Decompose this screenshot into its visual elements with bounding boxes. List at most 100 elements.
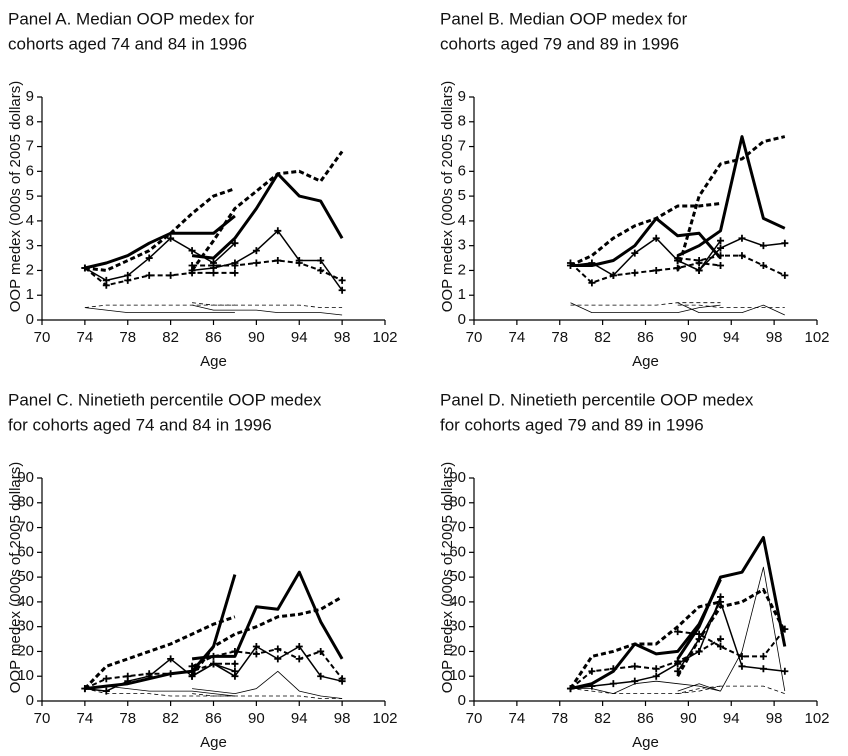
series-line	[191, 645, 343, 682]
plus-marker	[695, 257, 703, 265]
plus-marker	[231, 261, 239, 269]
plus-marker	[759, 652, 767, 660]
x-tick-label: 82	[162, 329, 179, 346]
series-line	[84, 685, 235, 697]
plus-marker	[145, 254, 153, 262]
plus-marker	[781, 667, 789, 675]
x-tick-label: 78	[119, 329, 136, 346]
series-line	[192, 302, 343, 308]
plus-marker	[652, 266, 660, 274]
plus-marker	[252, 642, 260, 650]
plus-marker	[674, 667, 682, 675]
plus-marker	[274, 227, 282, 235]
series-line	[677, 566, 786, 692]
y-tick-label: 40	[17, 593, 34, 610]
x-tick-label: 90	[680, 710, 697, 727]
plus-marker	[188, 269, 196, 277]
x-tick-label: 70	[466, 710, 483, 727]
series-line	[569, 638, 721, 690]
series-line	[190, 150, 344, 272]
y-tick-label: 30	[17, 618, 34, 635]
plus-marker	[231, 269, 239, 277]
x-tick-label: 102	[372, 329, 397, 346]
series-line	[569, 262, 721, 284]
plus-marker	[145, 271, 153, 279]
panel-title: cohorts aged 74 and 84 in 1996	[8, 34, 247, 53]
y-axis-label: OOP medex (000s of 2005 dollars)	[439, 81, 456, 313]
y-tick-label: 60	[449, 543, 466, 560]
series-line	[677, 254, 786, 277]
plus-marker	[188, 247, 196, 255]
plus-marker	[102, 675, 110, 683]
plus-marker	[674, 254, 682, 262]
plus-marker	[652, 234, 660, 242]
plus-marker	[188, 662, 196, 670]
x-tick-label: 90	[248, 710, 265, 727]
plus-marker	[717, 244, 725, 252]
y-tick-label: 90	[17, 469, 34, 486]
plus-marker	[274, 655, 282, 663]
series-line	[676, 536, 787, 660]
y-tick-label: 5	[458, 187, 466, 204]
series-line	[84, 662, 235, 690]
plus-marker	[738, 234, 746, 242]
plus-marker	[210, 261, 217, 269]
plus-marker	[231, 672, 239, 680]
x-tick-label: 94	[291, 329, 308, 346]
plus-marker	[738, 252, 746, 260]
series-line	[677, 601, 785, 673]
y-tick-label: 0	[458, 692, 466, 709]
x-tick-label: 82	[162, 710, 179, 727]
y-tick-label: 20	[17, 642, 34, 659]
x-tick-label: 74	[509, 329, 526, 346]
y-tick-label: 7	[26, 138, 34, 155]
x-tick-label: 94	[723, 710, 740, 727]
series-line	[192, 304, 343, 316]
plus-marker	[588, 279, 596, 287]
series-line	[677, 135, 786, 257]
x-tick-label: 94	[291, 710, 308, 727]
plus-marker	[188, 261, 196, 269]
x-tick-label: 86	[205, 329, 222, 346]
series-line	[191, 172, 344, 260]
plus-marker	[631, 662, 639, 670]
plus-marker	[124, 672, 132, 680]
y-tick-label: 70	[17, 519, 34, 536]
y-tick-label: 8	[26, 113, 34, 130]
x-tick-label: 70	[466, 329, 483, 346]
plus-marker	[317, 266, 325, 274]
plus-marker	[631, 269, 639, 277]
plus-marker	[252, 650, 260, 658]
plus-marker	[167, 655, 175, 663]
series-line	[83, 615, 236, 690]
series-line	[570, 596, 722, 690]
panel-title: for cohorts aged 79 and 89 in 1996	[440, 415, 704, 434]
y-tick-label: 6	[458, 162, 466, 179]
x-tick-label: 102	[372, 710, 397, 727]
plus-marker	[674, 657, 682, 665]
y-tick-label: 30	[449, 618, 466, 635]
series-line	[677, 628, 786, 658]
plus-marker	[274, 645, 282, 653]
panel-title: Panel B. Median OOP medex for	[440, 9, 688, 28]
y-tick-label: 70	[449, 519, 466, 536]
plus-marker	[274, 257, 282, 265]
x-tick-label: 86	[637, 710, 654, 727]
y-tick-label: 6	[26, 162, 34, 179]
x-tick-label: 86	[205, 710, 222, 727]
plus-marker	[695, 266, 703, 274]
y-tick-label: 2	[458, 261, 466, 278]
plus-marker	[717, 642, 725, 650]
y-tick-label: 4	[26, 212, 34, 229]
series-line	[677, 302, 785, 316]
series-line	[192, 230, 343, 291]
y-tick-label: 20	[449, 642, 466, 659]
plus-marker	[145, 670, 153, 678]
plus-marker	[124, 276, 132, 284]
y-tick-label: 3	[458, 237, 466, 254]
x-tick-label: 70	[34, 329, 51, 346]
series-line	[84, 237, 236, 282]
y-tick-label: 8	[458, 113, 466, 130]
y-tick-label: 60	[17, 543, 34, 560]
